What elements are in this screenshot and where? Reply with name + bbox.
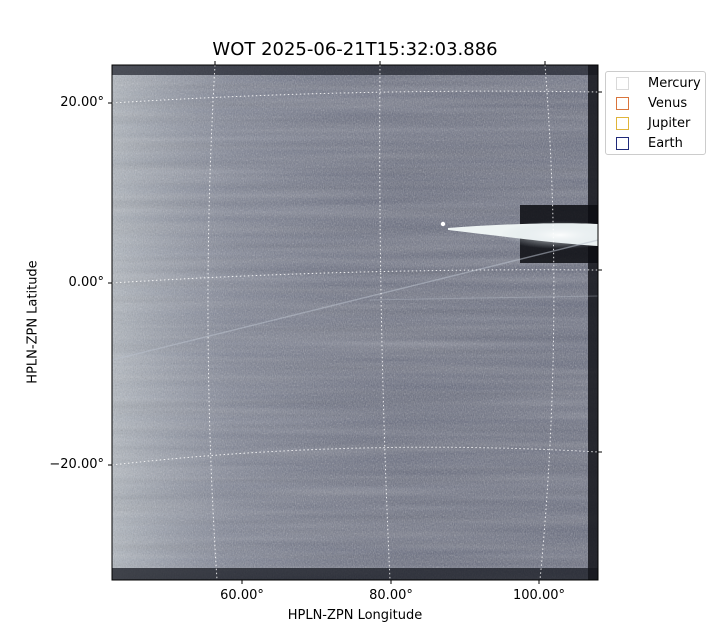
x-tick-label: 60.00°	[220, 588, 264, 603]
tick-marks	[108, 61, 602, 584]
legend-swatch	[616, 97, 629, 110]
legend-label: Venus	[648, 96, 688, 111]
x-axis-label: HPLN-ZPN Longitude	[287, 608, 423, 623]
legend: Mercury Venus Jupiter Earth	[605, 71, 706, 155]
x-tick-label: 100.00°	[513, 588, 565, 603]
legend-label: Earth	[648, 136, 683, 151]
legend-swatch	[616, 117, 629, 130]
y-axis-label: HPLN-ZPN Latitude	[25, 260, 41, 384]
legend-swatch	[616, 137, 629, 150]
y-tick-label: 20.00°	[60, 95, 104, 110]
y-tick-label: −20.00°	[49, 457, 104, 472]
y-tick-label: 0.00°	[68, 275, 104, 290]
legend-label: Mercury	[648, 76, 701, 91]
image-frame	[112, 65, 598, 580]
legend-swatch	[616, 77, 629, 90]
legend-label: Jupiter	[648, 116, 691, 131]
axes-frame	[111, 64, 599, 581]
x-tick-label: 80.00°	[369, 588, 413, 603]
coordinate-grid	[111, 64, 599, 581]
image-title: WOT 2025-06-21T15:32:03.886	[212, 39, 498, 60]
